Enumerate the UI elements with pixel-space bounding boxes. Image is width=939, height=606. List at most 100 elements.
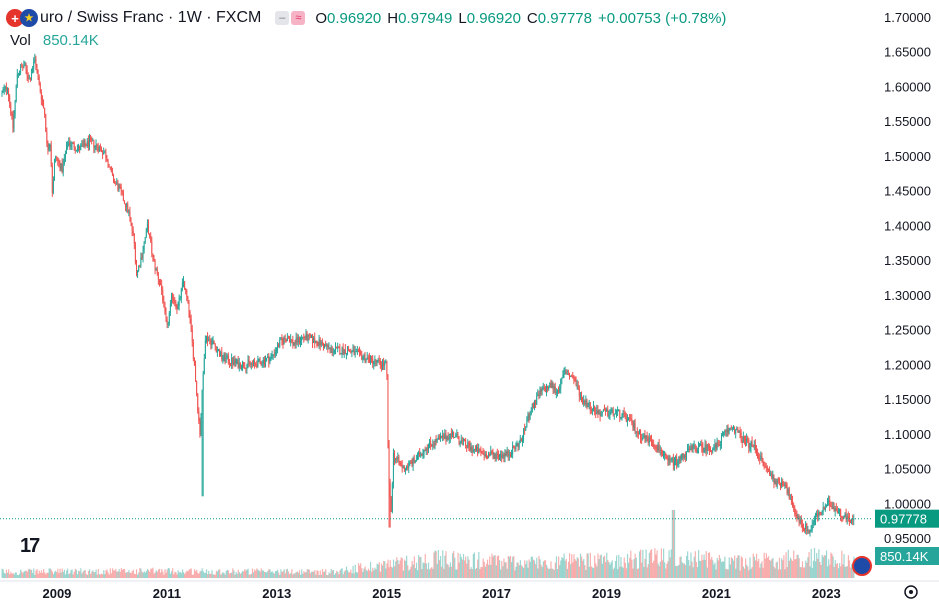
volume-bar [471, 569, 473, 578]
candle-body [79, 146, 81, 151]
candle-body [589, 402, 591, 411]
candle-body [665, 453, 667, 456]
candle-body [397, 456, 399, 459]
volume-bar [330, 568, 332, 578]
volume-bar [494, 555, 496, 578]
candle-body [559, 388, 561, 392]
volume-bar [464, 560, 466, 578]
candle-body [805, 523, 807, 530]
legend-toggle-group[interactable]: – ≈ [275, 11, 306, 25]
volume-bar [717, 560, 719, 578]
volume-bar [451, 553, 454, 578]
candle-body [716, 442, 718, 449]
candle-body [305, 333, 307, 338]
candle-body [331, 348, 333, 354]
volume-bar [585, 570, 587, 578]
volume-bar [227, 570, 230, 578]
volume-bar [332, 569, 335, 578]
price-axis[interactable]: 1.700001.650001.600001.550001.500001.450… [875, 10, 939, 565]
volume-bar [51, 571, 53, 578]
volume-bar [663, 548, 665, 578]
candle-body [760, 455, 762, 460]
candle-body [745, 440, 747, 443]
symbol-legend[interactable]: + ★ uro / Swiss Franc · 1W · FXCM – ≈ O0… [6, 8, 726, 28]
volume-bar [315, 574, 317, 578]
candle-body [599, 412, 601, 417]
candle-body [67, 145, 69, 147]
candle-body [735, 430, 737, 434]
candle-body [414, 460, 416, 463]
candle-body [4, 86, 6, 89]
volume-bar [185, 572, 187, 578]
volume-bar [175, 572, 177, 578]
volume-bar [789, 557, 792, 578]
volume-bar [233, 570, 235, 578]
candle-body [470, 447, 472, 450]
candle-body [162, 290, 164, 302]
candle-body [783, 485, 785, 487]
volume-bar [160, 572, 162, 578]
volume-bar [515, 566, 517, 578]
volume-bar [735, 568, 737, 578]
volume-bar [480, 566, 482, 578]
volume-bar [742, 566, 745, 578]
volume-bar [242, 570, 244, 578]
volume-bar [192, 574, 195, 578]
candle-body [446, 436, 448, 440]
candle-body [520, 438, 522, 442]
volume-bar [783, 555, 785, 578]
symbol-title[interactable]: uro / Swiss Franc · 1W · FXCM [40, 9, 262, 26]
volume-bar [107, 572, 109, 578]
candle-body [14, 100, 16, 115]
candle-body [224, 354, 226, 362]
candle-body [585, 400, 587, 405]
volume-bar [554, 562, 556, 578]
volume-bar [120, 568, 122, 578]
candle-body [154, 260, 156, 270]
candle-body [673, 460, 675, 466]
volume-bar [363, 568, 365, 578]
volume-bar [293, 573, 295, 578]
compare-icon[interactable]: ≈ [291, 11, 306, 25]
candle-body [629, 417, 631, 419]
candle-body [601, 411, 603, 413]
candle-body [623, 412, 625, 414]
collapse-icon[interactable]: – [275, 11, 290, 25]
candle-body [270, 356, 272, 359]
volume-bar [360, 563, 362, 578]
candle-body [649, 437, 651, 439]
volume-bar [4, 573, 6, 578]
candle-body [620, 417, 622, 419]
candle-body [661, 454, 663, 457]
candle-body [366, 357, 368, 359]
candle-body [22, 67, 24, 69]
candle-body [242, 362, 244, 368]
candle-body [275, 350, 277, 352]
tradingview-logo-icon[interactable]: 17 [20, 535, 40, 557]
candle-body [802, 527, 804, 529]
volume-bar [537, 568, 539, 578]
time-axis[interactable]: 2009 2011 2013 2015 2017 2019 2021 2023 [42, 585, 918, 601]
candle-body [432, 444, 434, 447]
candle-body [753, 444, 755, 447]
candle-body [695, 447, 697, 452]
candle-body [309, 335, 311, 338]
volume-bar [507, 555, 509, 578]
volume-bar [18, 573, 21, 578]
candle-body [240, 367, 242, 369]
volume-bar [91, 571, 93, 578]
volume-bar [94, 571, 96, 578]
candle-body [448, 438, 450, 440]
candle-body [297, 337, 299, 343]
volume-bar [827, 566, 829, 578]
volume-bar [401, 558, 403, 578]
volume-bar [672, 510, 675, 578]
candle-body [344, 349, 346, 355]
candle-body [313, 337, 315, 344]
volume-bar [453, 551, 455, 578]
volume-bar [139, 567, 141, 578]
candle-body [243, 362, 245, 367]
candle-body [689, 448, 691, 451]
volume-bar [828, 559, 830, 578]
